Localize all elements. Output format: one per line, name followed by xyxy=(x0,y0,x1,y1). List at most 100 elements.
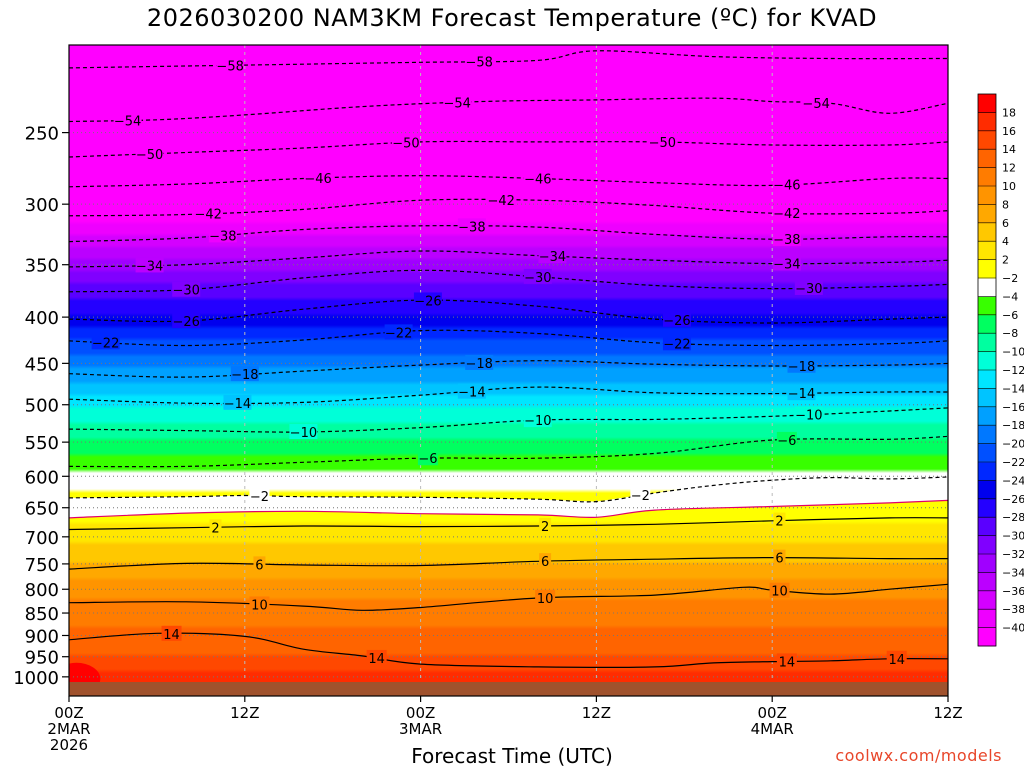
colorbar-label: −22 xyxy=(1002,456,1024,469)
isotherm-line xyxy=(69,250,948,268)
isotherm-label-bg xyxy=(135,145,164,161)
temperature-field xyxy=(69,45,948,696)
colorbar-swatch xyxy=(978,314,996,334)
isotherm-label: 14 xyxy=(368,652,385,667)
isotherm-label: −42 xyxy=(487,194,514,209)
isotherm-label-bg xyxy=(216,57,245,73)
isotherm-label-bg xyxy=(794,279,823,295)
isotherm-label: −46 xyxy=(524,172,551,187)
isotherm-label: −18 xyxy=(231,368,258,383)
y-tick-label: 300 xyxy=(25,195,59,216)
isotherm-label-bg xyxy=(787,385,816,401)
colorbar-swatch xyxy=(978,535,996,555)
isotherm-label: −22 xyxy=(385,326,412,341)
credit-link[interactable]: coolwx.com/models xyxy=(835,746,1002,765)
isotherm-label: −26 xyxy=(172,315,199,330)
isotherm-label-bg xyxy=(772,176,801,192)
isotherm-label-bg xyxy=(630,487,651,503)
colorbar-label: −24 xyxy=(1002,474,1024,487)
colorbar-swatch xyxy=(978,351,996,371)
y-tick-label: 950 xyxy=(25,648,59,669)
isotherm-label-bg xyxy=(457,218,486,234)
isotherm-label-bg xyxy=(523,170,552,186)
isotherm-label: −50 xyxy=(136,148,163,163)
colorbar-label: −4 xyxy=(1002,290,1018,303)
colorbar-swatch xyxy=(978,480,996,500)
isotherm-label: 6 xyxy=(541,555,549,570)
isotherm-label: −30 xyxy=(795,282,822,297)
isotherm-label: 2 xyxy=(211,521,219,536)
isotherm-label-bg xyxy=(886,650,907,666)
colorbar-swatch xyxy=(978,572,996,592)
colorbar-label: −18 xyxy=(1002,419,1024,432)
isotherm-label: 14 xyxy=(779,655,796,670)
isotherm-line xyxy=(69,386,948,405)
isotherm-label: −26 xyxy=(414,294,441,309)
isotherm-line xyxy=(69,476,948,503)
y-axis: 2503003504004505005506006507007508008509… xyxy=(13,124,69,689)
isotherm-line xyxy=(69,329,948,347)
isotherm-label: 10 xyxy=(251,598,268,613)
isotherm-label-bg xyxy=(769,582,790,598)
isotherm-line xyxy=(69,299,948,324)
isotherm-label: −42 xyxy=(194,208,221,223)
y-tick-label: 750 xyxy=(25,555,59,576)
isotherm-label-bg xyxy=(443,94,472,110)
isotherm-label-bg xyxy=(91,334,120,350)
isotherm-label-bg xyxy=(304,170,333,186)
colorbar-swatch xyxy=(978,296,996,316)
plot-grid xyxy=(68,45,949,696)
isotherm-line xyxy=(69,360,948,378)
isotherm-label: −26 xyxy=(663,314,690,329)
colorbar-swatch xyxy=(978,462,996,481)
isotherm-label-bg xyxy=(535,589,556,605)
y-tick-label: 650 xyxy=(25,499,59,520)
isotherm-label-bg xyxy=(772,230,801,246)
isotherm-label-bg xyxy=(794,406,823,422)
colorbar-swatch xyxy=(978,517,996,537)
isotherm-label-bg xyxy=(457,383,486,399)
isotherm-label-bg xyxy=(172,281,201,297)
colorbar-label: −32 xyxy=(1002,548,1024,561)
isotherm-label-bg xyxy=(662,335,691,351)
isotherm-label-bg xyxy=(289,424,318,440)
colorbar: −40−38−36−34−32−30−28−26−24−22−20−18−16−… xyxy=(977,93,1024,647)
colorbar-label: −6 xyxy=(1002,309,1018,322)
isotherm-label-bg xyxy=(194,205,223,221)
isotherm-label: 10 xyxy=(771,585,788,600)
colorbar-label: −14 xyxy=(1002,382,1024,395)
colorbar-label: 16 xyxy=(1002,125,1016,138)
colorbar-swatch xyxy=(978,590,996,610)
colorbar-swatch xyxy=(978,259,996,279)
isotherm-label-bg xyxy=(538,248,567,264)
x-axis-label: Forecast Time (UTC) xyxy=(411,744,613,768)
isotherm-label: −50 xyxy=(392,137,419,152)
isotherm-label-bg xyxy=(249,596,270,612)
isotherm-line xyxy=(69,556,948,570)
colorbar-swatch xyxy=(978,388,996,408)
x-tick-label: 00Z xyxy=(406,704,435,722)
isotherm-label-bg xyxy=(135,257,164,273)
colorbar-swatch xyxy=(978,204,996,224)
colorbar-label: −2 xyxy=(1002,272,1018,285)
y-tick-label: 500 xyxy=(25,396,59,417)
isotherm-label: 10 xyxy=(537,592,554,607)
isotherm-label: −50 xyxy=(649,136,676,151)
colorbar-swatch xyxy=(978,333,996,353)
isotherm-label-bg xyxy=(366,649,387,665)
colorbar-label: 10 xyxy=(1002,180,1016,193)
isotherm-label-bg xyxy=(523,268,552,284)
isotherm-label-bg xyxy=(230,366,259,382)
isotherm-label-bg xyxy=(253,556,266,572)
isotherm-label-bg xyxy=(161,625,182,641)
colorbar-swatch xyxy=(978,406,996,426)
isotherm-label: −2 xyxy=(631,489,650,504)
isotherm-label-bg xyxy=(391,134,420,150)
colorbar-swatch xyxy=(978,609,996,629)
colorbar-label: 8 xyxy=(1002,198,1009,211)
colorbar-label: −16 xyxy=(1002,401,1024,414)
isotherm-label: −10 xyxy=(290,426,317,441)
x-tick-label: 2026 xyxy=(50,736,88,754)
y-tick-label: 250 xyxy=(25,124,59,145)
colorbar-label: −8 xyxy=(1002,327,1018,340)
